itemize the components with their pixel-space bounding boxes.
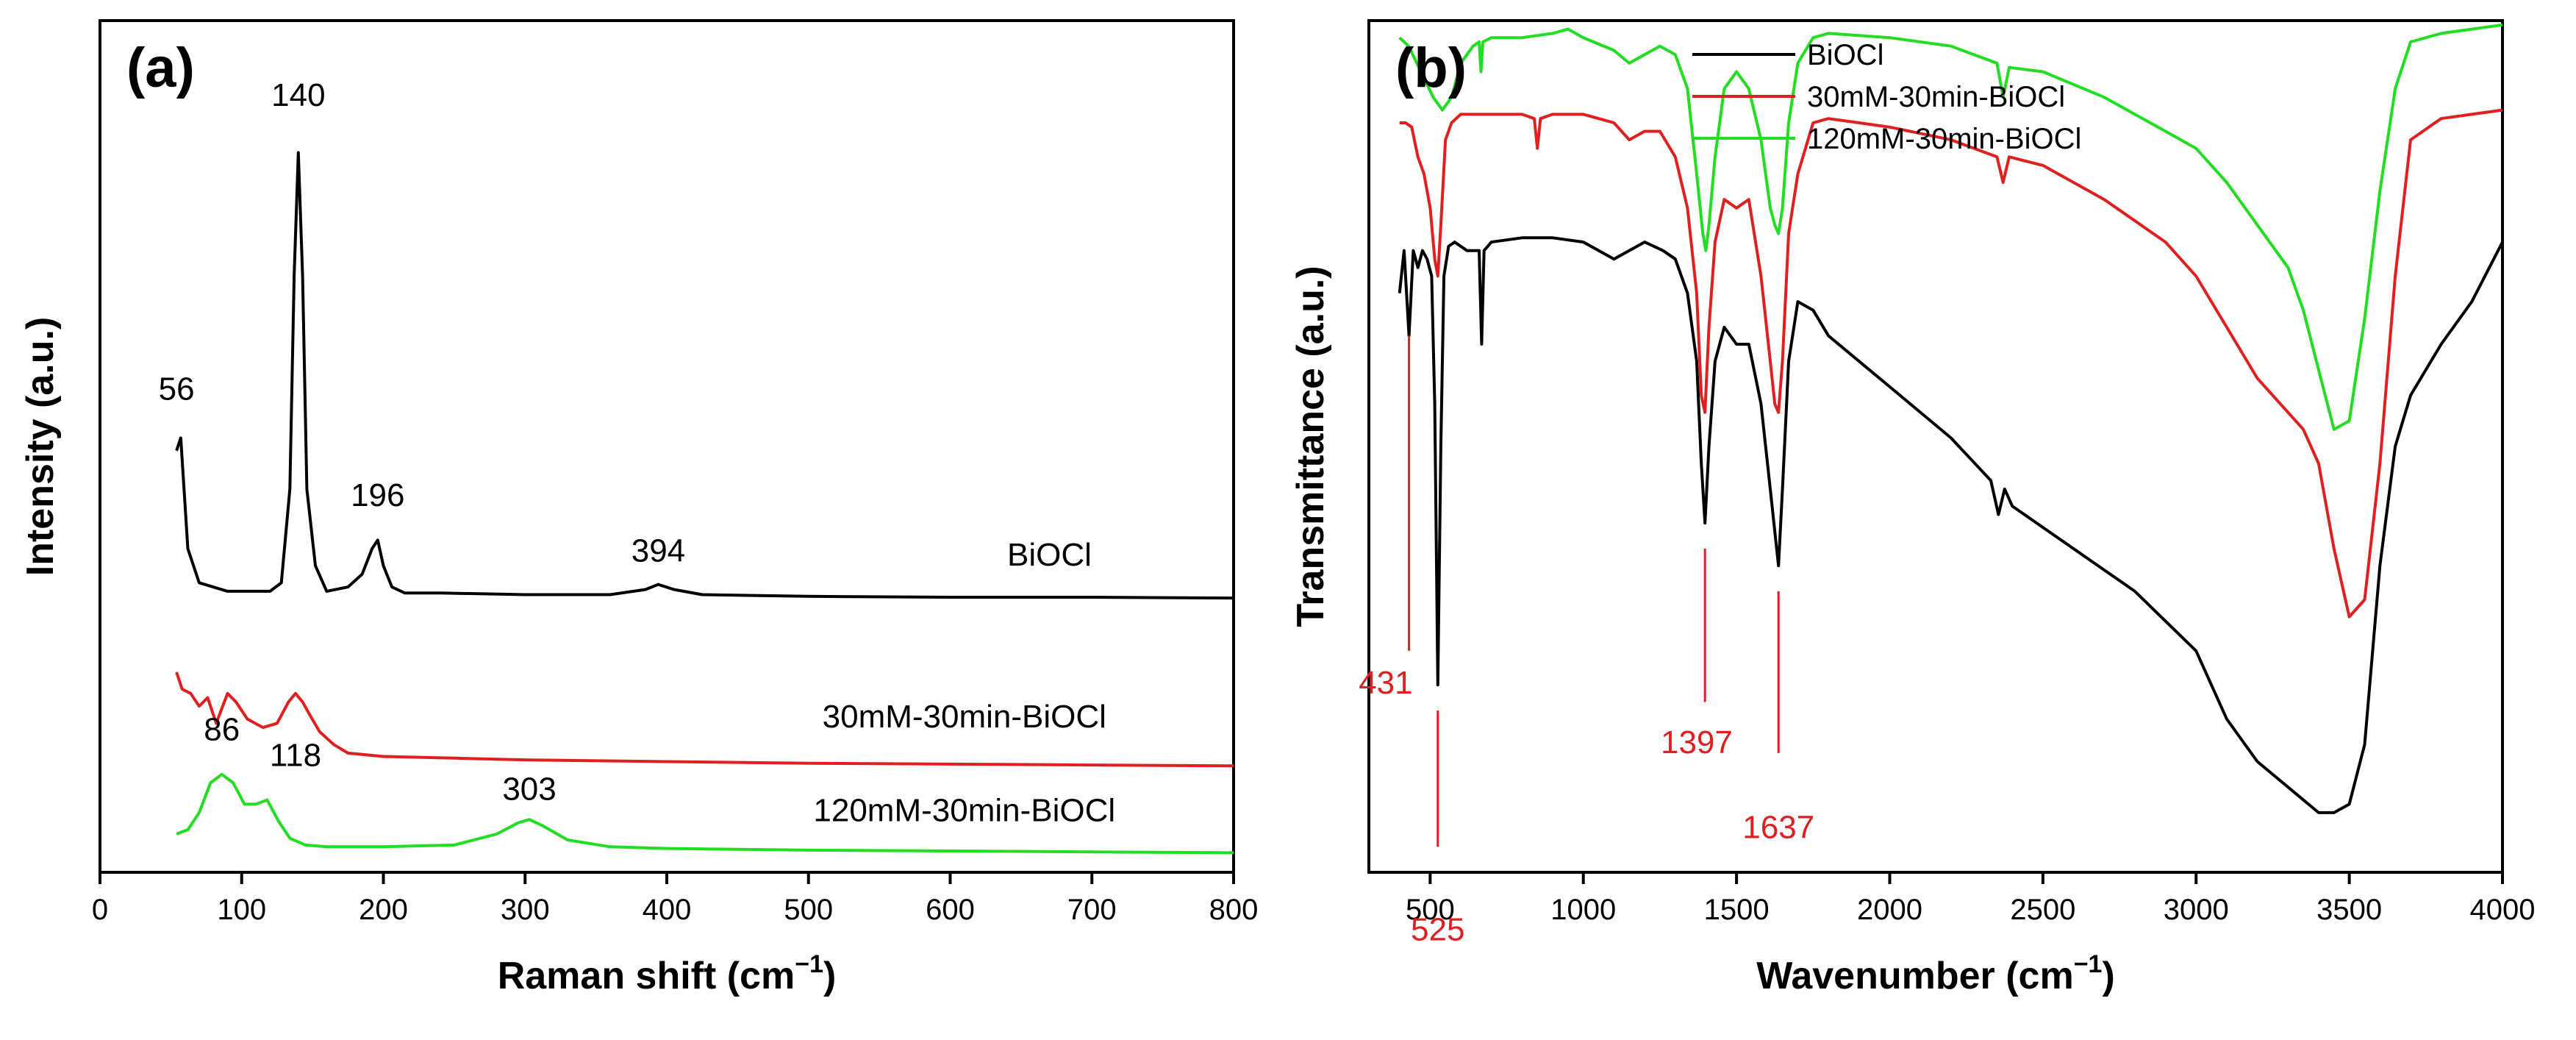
annotation-label: 30mM-30min-BiOCl	[823, 699, 1106, 735]
panel-b-x-axis-title: Wavenumber (cm−1)	[1756, 950, 2115, 997]
panel-a-annotations: 56 140 196 394 BiOCl 30mM-30min-BiOCl 86 118 303…	[159, 77, 1116, 829]
annotation-label: 303	[502, 772, 556, 808]
annotation-label: 525	[1411, 912, 1464, 948]
legend-entry-label: 120mM-30min-BiOCl	[1807, 123, 2081, 155]
annotation-label: 56	[159, 371, 195, 407]
series-line-120mm-30min-biocl	[1398, 23, 2503, 431]
legend-entry-label: BiOCl	[1807, 39, 1883, 71]
x-tick-label: 0	[92, 894, 108, 926]
panel-b-legend: BiOCl 30mM-30min-BiOCl 120mM-30min-BiOCl	[1692, 39, 2081, 155]
x-tick-label: 2000	[1857, 894, 1922, 926]
x-tick-label: 3000	[2164, 894, 2229, 926]
panel-b-x-ticks: 500 1000 1500 2000 2500 3000 3500 4000	[1406, 872, 2536, 926]
panel-b-ftir-chart: 500 1000 1500 2000 2500 3000 3500 4000 431 525 13…	[1289, 19, 2536, 997]
annotation-label: BiOCl	[1007, 537, 1092, 573]
series-line-30mm-30min-biocl	[175, 672, 1234, 768]
annotation-label: 394	[632, 533, 685, 569]
annotation-label: 196	[351, 477, 404, 513]
x-tick-label: 3500	[2316, 894, 2382, 926]
series-line-30mm-30min-biocl	[1399, 108, 2503, 619]
annotation-label: 1637	[1742, 810, 1814, 846]
x-tick-label: 100	[217, 894, 266, 926]
x-tick-label: 800	[1209, 894, 1259, 926]
x-tick-label: 600	[926, 894, 975, 926]
panel-a-x-axis-title: Raman shift (cm−1)	[498, 950, 837, 997]
annotation-label: 86	[204, 712, 240, 748]
annotation-label: 1397	[1661, 724, 1733, 761]
legend-entry-label: 30mM-30min-BiOCl	[1807, 81, 2065, 113]
x-tick-label: 500	[1406, 894, 1455, 926]
annotation-label: 118	[270, 737, 321, 773]
panel-b-series-group	[1398, 23, 2504, 814]
x-tick-label: 1000	[1550, 894, 1616, 926]
annotation-label: 140	[271, 77, 325, 113]
panel-b-plot-frame	[1367, 19, 2504, 874]
panel-a-raman-chart: 0 100 200 300 400 500 600 700 800 56 140 196 394 BiO…	[19, 19, 1259, 997]
series-line-biocl	[1398, 236, 2504, 814]
x-tick-label: 300	[501, 894, 550, 926]
series-line-120mm-30min-biocl	[176, 772, 1234, 855]
x-tick-label: 200	[359, 894, 408, 926]
panel-a-x-ticks: 0 100 200 300 400 500 600 700 800	[92, 872, 1259, 926]
panel-a-y-axis-title: Intensity (a.u.)	[19, 317, 62, 576]
panel-a-series-group	[175, 151, 1234, 855]
x-tick-label: 1500	[1704, 894, 1770, 926]
x-tick-label: 500	[784, 894, 833, 926]
x-tick-label: 2500	[2010, 894, 2075, 926]
series-line-biocl	[175, 151, 1234, 600]
annotation-label: 431	[1359, 665, 1412, 701]
x-tick-label: 400	[643, 894, 692, 926]
panel-b-y-axis-title: Transmittance (a.u.)	[1289, 266, 1332, 627]
panel-b-label: (b)	[1395, 37, 1467, 99]
x-tick-label: 700	[1067, 894, 1117, 926]
panel-b-annotations: 431 525 1397 1637	[1359, 335, 1814, 948]
annotation-label: 120mM-30min-BiOCl	[813, 793, 1115, 829]
x-tick-label: 4000	[2470, 894, 2536, 926]
panel-a-label: (a)	[126, 37, 195, 99]
